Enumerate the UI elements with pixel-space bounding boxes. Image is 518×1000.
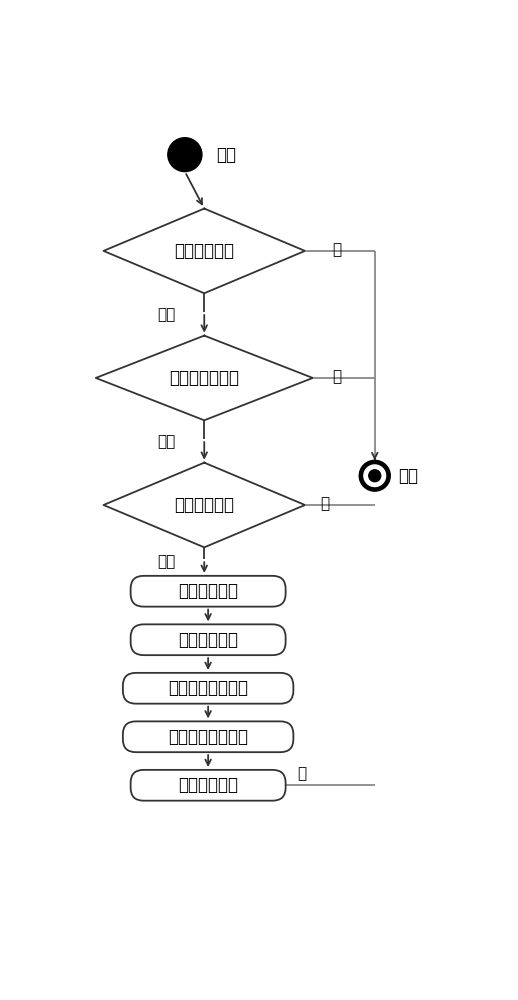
Circle shape — [168, 138, 202, 172]
Text: 分功能区计算分攀: 分功能区计算分攀 — [168, 728, 248, 746]
Text: 功能区分攀检查: 功能区分攀检查 — [169, 369, 239, 387]
Text: 通过: 通过 — [158, 434, 176, 449]
Text: 结束: 结束 — [398, 467, 418, 485]
Text: 否: 否 — [321, 496, 329, 511]
Text: 分户计算分攀面积: 分户计算分攀面积 — [168, 679, 248, 697]
Text: 户室共用解析: 户室共用解析 — [178, 582, 238, 600]
Text: 否: 否 — [332, 369, 341, 384]
FancyBboxPatch shape — [131, 624, 285, 655]
Circle shape — [364, 465, 385, 487]
Text: 户室分配检查: 户室分配检查 — [174, 242, 234, 260]
Text: 否: 否 — [297, 766, 306, 781]
Circle shape — [359, 460, 390, 491]
Text: 共用分攀检查: 共用分攀检查 — [174, 496, 234, 514]
Text: 否: 否 — [332, 242, 341, 257]
FancyBboxPatch shape — [123, 673, 293, 704]
Text: 分攀面积保存: 分攀面积保存 — [178, 776, 238, 794]
FancyBboxPatch shape — [131, 576, 285, 607]
Text: 构建泛树结构: 构建泛树结构 — [178, 631, 238, 649]
Text: 通过: 通过 — [158, 554, 176, 569]
FancyBboxPatch shape — [123, 721, 293, 752]
FancyBboxPatch shape — [131, 770, 285, 801]
Text: 通过: 通过 — [158, 307, 176, 322]
Circle shape — [369, 470, 381, 482]
Text: 开始: 开始 — [216, 146, 236, 164]
